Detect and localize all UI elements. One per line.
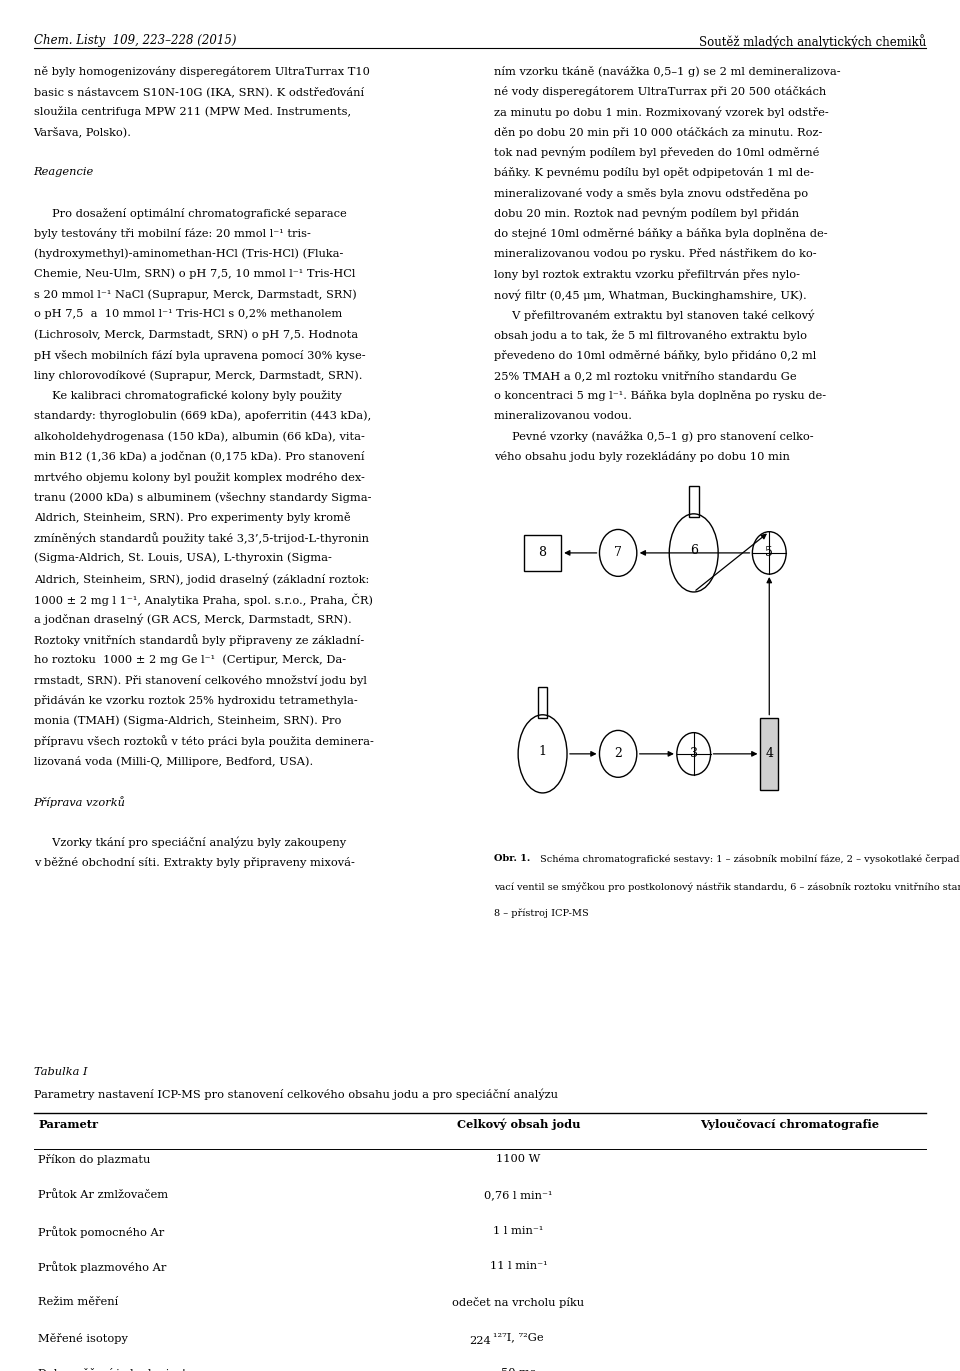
Text: Reagencie: Reagencie — [34, 167, 94, 177]
Text: zmíněných standardů použity také 3,3’,5-trijod-L-thyronin: zmíněných standardů použity také 3,3’,5-… — [34, 532, 369, 544]
Text: přidáván ke vzorku roztok 25% hydroxidu tetramethyla-: přidáván ke vzorku roztok 25% hydroxidu … — [34, 695, 357, 706]
Text: 1 l min⁻¹: 1 l min⁻¹ — [493, 1226, 543, 1235]
Bar — [524, 535, 562, 572]
Text: Příprava vzorků: Příprava vzorků — [34, 797, 126, 808]
Text: ně byly homogenizovány disperegátorem UltraTurrax T10: ně byly homogenizovány disperegátorem Ul… — [34, 66, 370, 77]
Text: mrtvého objemu kolony byl použit komplex modrého dex-: mrtvého objemu kolony byl použit komplex… — [34, 472, 365, 483]
Text: mineralizované vody a směs byla znovu odstředěna po: mineralizované vody a směs byla znovu od… — [494, 188, 808, 199]
Text: děn po dobu 20 min při 10 000 otáčkách za minutu. Roz-: děn po dobu 20 min při 10 000 otáčkách z… — [494, 126, 823, 137]
Text: Ke kalibraci chromatografické kolony byly použity: Ke kalibraci chromatografické kolony byl… — [34, 391, 342, 402]
Text: Celkový obsah jodu: Celkový obsah jodu — [457, 1119, 580, 1130]
Text: liny chlorovodíkové (Suprapur, Merck, Darmstadt, SRN).: liny chlorovodíkové (Suprapur, Merck, Da… — [34, 370, 362, 381]
Text: o koncentraci 5 mg l⁻¹. Báňka byla doplněna po rysku de-: o koncentraci 5 mg l⁻¹. Báňka byla dopln… — [494, 391, 827, 402]
Text: Průtok Ar zmlžovačem: Průtok Ar zmlžovačem — [38, 1190, 169, 1200]
Text: Měřené isotopy: Měřené isotopy — [38, 1333, 129, 1344]
Bar — [689, 485, 699, 517]
Text: (Sigma-Aldrich, St. Louis, USA), L-thyroxin (Sigma-: (Sigma-Aldrich, St. Louis, USA), L-thyro… — [34, 553, 331, 563]
Text: min B12 (1,36 kDa) a jodčnan (0,175 kDa). Pro stanovení: min B12 (1,36 kDa) a jodčnan (0,175 kDa)… — [34, 451, 364, 462]
Bar — [538, 687, 547, 717]
Text: Varšava, Polsko).: Varšava, Polsko). — [34, 126, 132, 137]
Text: né vody disperegátorem UltraTurrax při 20 500 otáčkách: né vody disperegátorem UltraTurrax při 2… — [494, 86, 827, 97]
Text: alkoholdehydrogenasa (150 kDa), albumin (66 kDa), vita-: alkoholdehydrogenasa (150 kDa), albumin … — [34, 430, 365, 441]
Text: V přefiltrovaném extraktu byl stanoven také celkový: V přefiltrovaném extraktu byl stanoven t… — [494, 310, 815, 321]
Text: Obr. 1.: Obr. 1. — [494, 854, 534, 864]
Text: báňky. K pevnému podílu byl opět odpipetován 1 ml de-: báňky. K pevnému podílu byl opět odpipet… — [494, 167, 814, 178]
Text: Roztoky vnitřních standardů byly připraveny ze základní-: Roztoky vnitřních standardů byly připrav… — [34, 633, 364, 646]
Text: Aldrich, Steinheim, SRN). Pro experimenty byly kromě: Aldrich, Steinheim, SRN). Pro experiment… — [34, 513, 350, 524]
Text: tok nad pevným podílem byl převeden do 10ml odměrné: tok nad pevným podílem byl převeden do 1… — [494, 147, 820, 159]
Text: s 20 mmol l⁻¹ NaCl (Suprapur, Merck, Darmstadt, SRN): s 20 mmol l⁻¹ NaCl (Suprapur, Merck, Dar… — [34, 289, 356, 300]
Text: 6: 6 — [689, 544, 698, 557]
Text: v běžné obchodní síti. Extrakty byly připraveny mixová-: v běžné obchodní síti. Extrakty byly při… — [34, 857, 354, 868]
Text: Průtok plazmového Ar: Průtok plazmového Ar — [38, 1261, 167, 1274]
Text: nový filtr (0,45 μm, Whatman, Buckinghamshire, UK).: nový filtr (0,45 μm, Whatman, Buckingham… — [494, 289, 807, 300]
Text: ním vzorku tkáně (navážka 0,5–1 g) se 2 ml demineralizova-: ním vzorku tkáně (navážka 0,5–1 g) se 2 … — [494, 66, 841, 77]
Text: Režim měření: Režim měření — [38, 1297, 119, 1307]
Text: 0,76 l min⁻¹: 0,76 l min⁻¹ — [484, 1190, 553, 1200]
Text: 7: 7 — [614, 547, 622, 559]
Text: 50 ms: 50 ms — [501, 1368, 536, 1371]
Text: a jodčnan draselný (GR ACS, Merck, Darmstadt, SRN).: a jodčnan draselný (GR ACS, Merck, Darms… — [34, 614, 351, 625]
Text: sloužila centrifuga MPW 211 (MPW Med. Instruments,: sloužila centrifuga MPW 211 (MPW Med. In… — [34, 107, 350, 118]
Text: ¹²⁷I, ⁷²Ge: ¹²⁷I, ⁷²Ge — [493, 1333, 543, 1342]
Text: standardy: thyroglobulin (669 kDa), apoferritin (443 kDa),: standardy: thyroglobulin (669 kDa), apof… — [34, 411, 371, 421]
Text: (hydroxymethyl)-aminomethan-HCl (Tris-HCl) (Fluka-: (hydroxymethyl)-aminomethan-HCl (Tris-HC… — [34, 248, 343, 259]
Text: monia (TMAH) (Sigma-Aldrich, Steinheim, SRN). Pro: monia (TMAH) (Sigma-Aldrich, Steinheim, … — [34, 716, 341, 725]
Text: Chemie, Neu-Ulm, SRN) o pH 7,5, 10 mmol l⁻¹ Tris-HCl: Chemie, Neu-Ulm, SRN) o pH 7,5, 10 mmol … — [34, 269, 355, 280]
Text: přípravu všech roztoků v této práci byla použita deminera-: přípravu všech roztoků v této práci byla… — [34, 735, 373, 747]
Text: 2: 2 — [614, 747, 622, 761]
Text: Parametry nastavení ICP-MS pro stanovení celkového obsahu jodu a pro speciáční a: Parametry nastavení ICP-MS pro stanovení… — [34, 1089, 558, 1100]
Text: 8 – přístroj ICP-MS: 8 – přístroj ICP-MS — [494, 909, 589, 919]
Text: vací ventil se smýčkou pro postkolonový nástřik standardu, 6 – zásobník roztoku : vací ventil se smýčkou pro postkolonový … — [494, 882, 960, 891]
Text: rmstadt, SRN). Při stanovení celkového množství jodu byl: rmstadt, SRN). Při stanovení celkového m… — [34, 675, 367, 686]
Text: vého obsahu jodu byly rozekládány po dobu 10 min: vého obsahu jodu byly rozekládány po dob… — [494, 451, 790, 462]
Text: byly testovány tři mobilní fáze: 20 mmol l⁻¹ tris-: byly testovány tři mobilní fáze: 20 mmol… — [34, 228, 310, 239]
Text: 11 l min⁻¹: 11 l min⁻¹ — [490, 1261, 547, 1271]
Text: 8: 8 — [539, 547, 546, 559]
Text: Pro dosažení optimální chromatografické separace: Pro dosažení optimální chromatografické … — [34, 208, 347, 219]
Text: Pevné vzorky (navážka 0,5–1 g) pro stanovení celko-: Pevné vzorky (navážka 0,5–1 g) pro stano… — [494, 430, 814, 441]
Text: Parametr: Parametr — [38, 1119, 99, 1130]
Text: 224: 224 — [469, 1337, 491, 1346]
Text: Chem. Listy  109, 223–228 (2015): Chem. Listy 109, 223–228 (2015) — [34, 34, 236, 47]
Text: 25% TMAH a 0,2 ml roztoku vnitřního standardu Ge: 25% TMAH a 0,2 ml roztoku vnitřního stan… — [494, 370, 797, 381]
Text: lizovaná voda (Milli-Q, Millipore, Bedford, USA).: lizovaná voda (Milli-Q, Millipore, Bedfo… — [34, 755, 313, 766]
Text: převedeno do 10ml odměrné báňky, bylo přidáno 0,2 ml: převedeno do 10ml odměrné báňky, bylo př… — [494, 350, 817, 361]
Text: 5: 5 — [765, 547, 773, 559]
Text: Aldrich, Steinheim, SRN), jodid draselný (základní roztok:: Aldrich, Steinheim, SRN), jodid draselný… — [34, 573, 369, 584]
Text: 1000 ± 2 mg l 1⁻¹, Analytika Praha, spol. s.r.o., Praha, ČR): 1000 ± 2 mg l 1⁻¹, Analytika Praha, spol… — [34, 594, 372, 606]
Text: obsah jodu a to tak, že 5 ml filtrovaného extraktu bylo: obsah jodu a to tak, že 5 ml filtrovanéh… — [494, 329, 807, 340]
Text: Příkon do plazmatu: Příkon do plazmatu — [38, 1154, 151, 1165]
Text: Schéma chromatografické sestavy: 1 – zásobník mobilní fáze, 2 – vysokotlaké čerp: Schéma chromatografické sestavy: 1 – zás… — [540, 854, 960, 864]
Text: 3: 3 — [689, 747, 698, 761]
Text: mineralizovanou vodou.: mineralizovanou vodou. — [494, 411, 633, 421]
Text: Průtok pomocného Ar: Průtok pomocného Ar — [38, 1226, 165, 1238]
Text: odečet na vrcholu píku: odečet na vrcholu píku — [452, 1297, 585, 1308]
Text: za minutu po dobu 1 min. Rozmixovaný vzorek byl odstře-: za minutu po dobu 1 min. Rozmixovaný vzo… — [494, 107, 829, 118]
Text: 4: 4 — [765, 747, 773, 761]
Text: Vzorky tkání pro speciáční analýzu byly zakoupeny: Vzorky tkání pro speciáční analýzu byly … — [34, 836, 346, 849]
Text: dobu 20 min. Roztok nad pevným podílem byl přidán: dobu 20 min. Roztok nad pevným podílem b… — [494, 208, 800, 219]
Text: do stejné 10ml odměrné báňky a báňka byla doplněna de-: do stejné 10ml odměrné báňky a báňka byl… — [494, 228, 828, 239]
Text: (Lichrosolv, Merck, Darmstadt, SRN) o pH 7,5. Hodnota: (Lichrosolv, Merck, Darmstadt, SRN) o pH… — [34, 329, 358, 340]
Bar — [760, 717, 779, 790]
Text: 1: 1 — [539, 744, 546, 758]
Text: ho roztoku  1000 ± 2 mg Ge l⁻¹  (Certipur, Merck, Da-: ho roztoku 1000 ± 2 mg Ge l⁻¹ (Certipur,… — [34, 654, 346, 665]
Text: pH všech mobilních fází byla upravena pomocí 30% kyse-: pH všech mobilních fází byla upravena po… — [34, 350, 365, 361]
Text: mineralizovanou vodou po rysku. Před nástřikem do ko-: mineralizovanou vodou po rysku. Před nás… — [494, 248, 817, 259]
Text: 1100 W: 1100 W — [496, 1154, 540, 1164]
Text: Doba měření jednoho isotopu: Doba měření jednoho isotopu — [38, 1368, 208, 1371]
Text: Vyloučovací chromatografie: Vyloučovací chromatografie — [700, 1119, 879, 1130]
Text: basic s nástavcem S10N-10G (IKA, SRN). K odstřeďování: basic s nástavcem S10N-10G (IKA, SRN). K… — [34, 86, 364, 97]
Text: lony byl roztok extraktu vzorku přefiltrván přes nylo-: lony byl roztok extraktu vzorku přefiltr… — [494, 269, 801, 280]
Text: o pH 7,5  a  10 mmol l⁻¹ Tris-HCl s 0,2% methanolem: o pH 7,5 a 10 mmol l⁻¹ Tris-HCl s 0,2% m… — [34, 310, 342, 319]
Text: Tabulka I: Tabulka I — [34, 1067, 87, 1076]
Text: Soutěž mladých analytických chemiků: Soutěž mladých analytických chemiků — [699, 34, 926, 49]
Text: tranu (2000 kDa) s albuminem (všechny standardy Sigma-: tranu (2000 kDa) s albuminem (všechny st… — [34, 492, 372, 503]
